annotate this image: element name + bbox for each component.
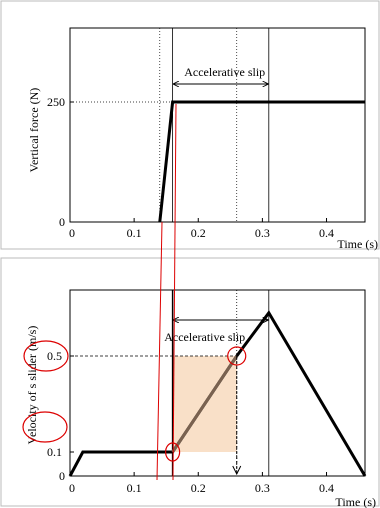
force-x-tick-label: 0: [69, 226, 75, 240]
velocity-y-tick-label: 0.1: [47, 445, 62, 459]
velocity-y-axis-label: Velocity of s slider (m/s): [25, 326, 39, 445]
force-series-line: [158, 100, 365, 223]
red-connector-line: [172, 103, 177, 481]
red-highlights: [22, 103, 247, 481]
force-ticks: [69, 101, 328, 223]
velocity-tick-labels: 0 0.1 0.2 0.3 0.4 0 0.1 0.5: [47, 349, 334, 495]
force-x-tick-label: 0.4: [319, 226, 334, 240]
velocity-x-tick-label: 0.4: [319, 481, 334, 495]
velocity-chart: 0 0.1 0.2 0.3 0.4 0 0.1 0.5 Accelerative slip T…: [25, 289, 376, 508]
force-x-axis-label: Time (s): [337, 237, 378, 251]
velocity-x-tick-label: 0.3: [255, 481, 270, 495]
velocity-rising-segment: [171, 355, 238, 453]
force-reference-lines: [159, 28, 270, 222]
force-plot-area: [69, 27, 366, 223]
velocity-plot-area: [69, 289, 366, 477]
velocity-x-tick-label: 0: [69, 481, 75, 495]
velocity-x-tick-label: 0.1: [127, 481, 142, 495]
top-panel-frame: [0, 0, 380, 250]
force-y-tick-label: 250: [47, 95, 65, 109]
force-tick-labels: 0 0.1 0.2 0.3 0.4 0 250: [47, 95, 334, 240]
red-connector-line: [156, 221, 163, 481]
velocity-y-tick-label: 0.5: [47, 349, 62, 363]
velocity-x-tick-label: 0.2: [191, 481, 206, 495]
velocity-annotation-label: Accelerative slip: [164, 330, 245, 344]
force-annotation-label: Accelerative slip: [184, 65, 265, 79]
velocity-y-tick-label: 0: [59, 469, 65, 483]
red-circle-point-0.26: [227, 346, 247, 366]
force-x-tick-label: 0.2: [191, 226, 206, 240]
force-y-axis-label: Vertical force (N): [27, 88, 41, 173]
red-circle-point-0.16: [165, 442, 181, 462]
force-y-tick-label: 0: [59, 215, 65, 229]
velocity-x-axis-label: Time (s): [335, 495, 376, 508]
force-x-tick-label: 0.1: [127, 226, 142, 240]
bottom-panel-frame: [0, 257, 380, 507]
force-chart: 0 0.1 0.2 0.3 0.4 0 250 Accelerative slip Time…: [27, 27, 378, 251]
velocity-down-arrowhead: [232, 465, 242, 476]
red-circle-y-0.5: [23, 340, 69, 372]
force-x-tick-label: 0.3: [255, 226, 270, 240]
red-circle-y-0.1: [22, 411, 68, 443]
